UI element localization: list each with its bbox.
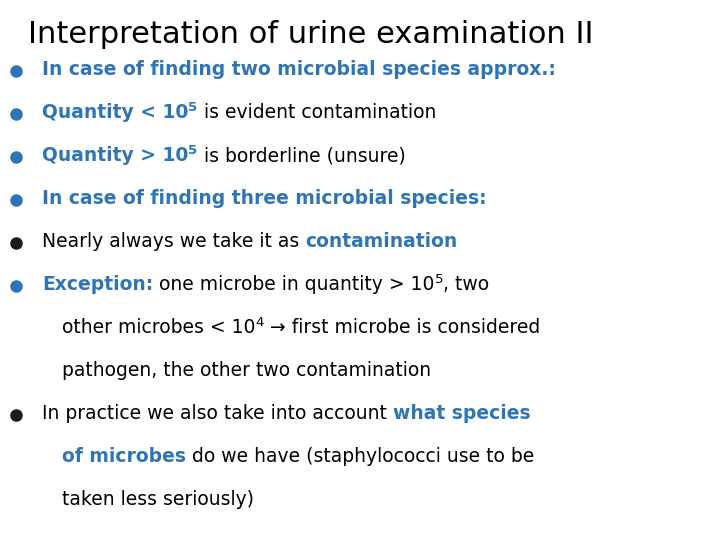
Text: Quantity < 10: Quantity < 10 <box>42 103 189 122</box>
Text: 5: 5 <box>189 144 197 157</box>
Text: is borderline (unsure): is borderline (unsure) <box>197 146 405 165</box>
Text: Interpretation of urine examination II: Interpretation of urine examination II <box>28 20 593 49</box>
Text: Nearly always we take it as: Nearly always we take it as <box>42 232 305 251</box>
Text: what species: what species <box>393 404 531 423</box>
Text: Quantity > 10: Quantity > 10 <box>42 146 189 165</box>
Text: taken less seriously): taken less seriously) <box>62 490 254 509</box>
Text: contamination: contamination <box>305 232 457 251</box>
Text: other microbes < 10: other microbes < 10 <box>62 318 256 337</box>
Text: In case of finding two microbial species approx.:: In case of finding two microbial species… <box>42 60 556 79</box>
Text: In case of finding three microbial species:: In case of finding three microbial speci… <box>42 189 487 208</box>
Text: → first microbe is considered: → first microbe is considered <box>264 318 540 337</box>
Text: is evident contamination: is evident contamination <box>197 103 436 122</box>
Text: of microbes: of microbes <box>62 447 186 466</box>
Text: 5: 5 <box>435 273 443 286</box>
Text: pathogen, the other two contamination: pathogen, the other two contamination <box>62 361 431 380</box>
Text: , two: , two <box>443 275 490 294</box>
Text: In practice we also take into account: In practice we also take into account <box>42 404 393 423</box>
Text: Exception:: Exception: <box>42 275 153 294</box>
Text: 4: 4 <box>256 316 264 329</box>
Text: one microbe in quantity > 10: one microbe in quantity > 10 <box>153 275 435 294</box>
Text: do we have (staphylococci use to be: do we have (staphylococci use to be <box>186 447 534 466</box>
Text: 5: 5 <box>189 101 197 114</box>
